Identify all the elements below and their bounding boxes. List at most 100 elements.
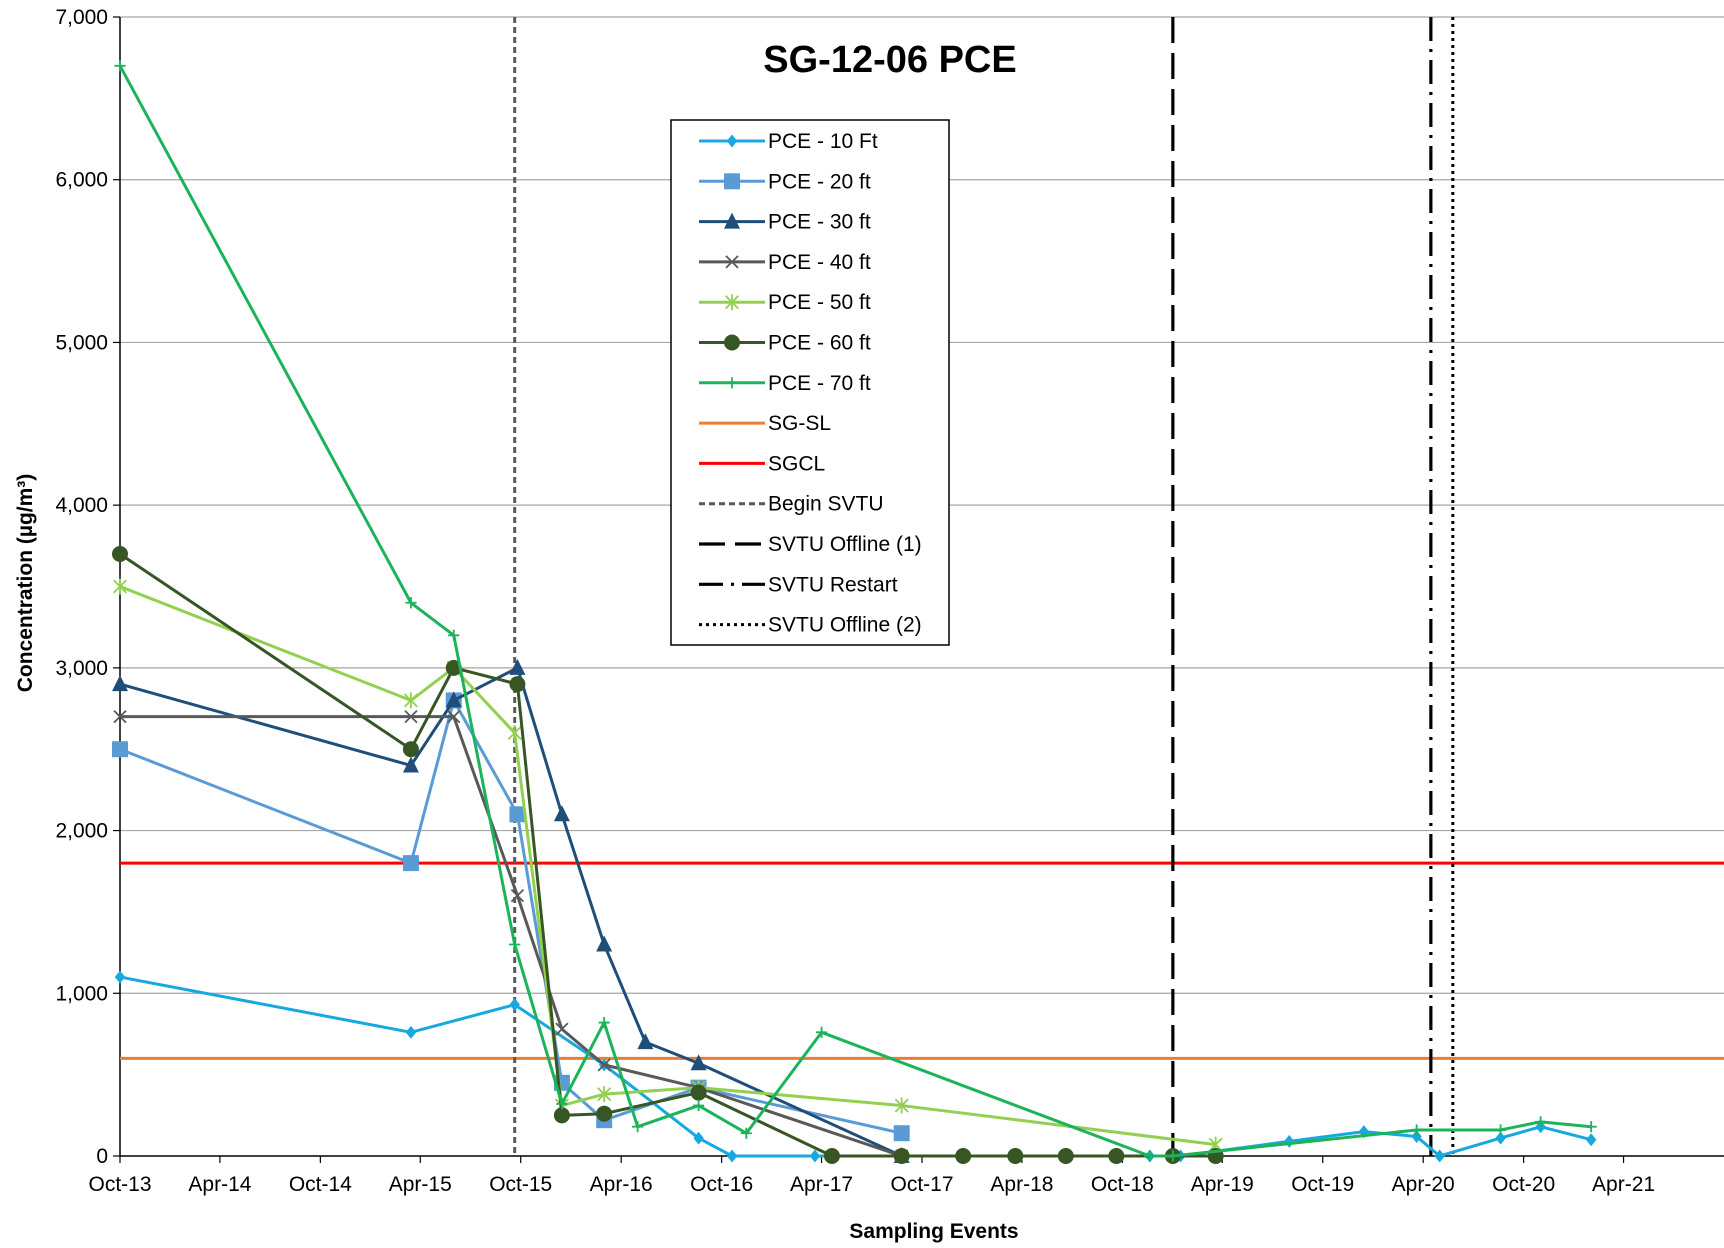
series-line-pce-40-ft (120, 715, 903, 1158)
axes: 0 1,000 2,000 3,000 4,000 5,000 6,000 7,000 Oct-… (55, 6, 1724, 1196)
x-tick-label: Apr-16 (590, 1173, 653, 1196)
y-tick-label: 4,000 (55, 494, 108, 517)
legend-item-pce-60-ft: PCE - 60 ft (699, 332, 871, 355)
data-point-pce-30-ft (445, 691, 462, 708)
data-point-pce-10-ft (1411, 1129, 1422, 1143)
x-tick-label: Apr-21 (1592, 1173, 1655, 1196)
legend-label-pce-30-ft: PCE - 30 ft (768, 211, 871, 234)
data-point-pce-60-ft (893, 1148, 910, 1164)
legend-label-begin-svtu: Begin SVTU (768, 493, 884, 516)
data-point-pce-70-ft (1494, 1124, 1507, 1136)
y-tick-label: 0 (96, 1145, 108, 1168)
legend-label-svtu-restart: SVTU Restart (768, 573, 898, 596)
data-point-pce-10-ft (1434, 1149, 1445, 1163)
data-point-pce-60-ft (402, 741, 419, 758)
data-point-pce-60-ft (955, 1148, 972, 1164)
series-pce-50-ft (112, 578, 1223, 1153)
legend-marker-pce-30-ft (724, 212, 740, 229)
legend-label-pce-70-ft: PCE - 70 ft (768, 372, 871, 395)
x-tick-label: Oct-19 (1291, 1173, 1354, 1196)
legend-item-svtu-restart: SVTU Restart (699, 573, 898, 596)
x-tick-label: Apr-17 (790, 1173, 853, 1196)
data-point-pce-10-ft (1585, 1133, 1597, 1147)
series-pce-30-ft (112, 658, 910, 1163)
data-point-pce-40-ft (555, 1022, 569, 1036)
data-point-pce-70-ft (405, 597, 417, 609)
series-pce-60-ft (112, 545, 1224, 1164)
data-point-pce-70-ft (1410, 1124, 1423, 1136)
data-point-pce-20-ft (402, 855, 419, 872)
series-line-pce-60-ft (119, 552, 1216, 1158)
data-point-pce-60-ft (1007, 1148, 1024, 1164)
x-tick-label: Apr-14 (188, 1173, 251, 1196)
data-point-pce-30-ft (690, 1054, 707, 1071)
legend-item-pce-10-ft: PCE - 10 Ft (699, 130, 878, 153)
data-point-pce-70-ft (556, 1098, 568, 1110)
data-point-pce-30-ft (402, 756, 419, 773)
y-axis-title: Concentration (µg/m³) (14, 474, 37, 693)
legend-marker-pce-20-ft (724, 173, 740, 190)
legend-marker-pce-60-ft (724, 334, 740, 351)
legend-item-pce-40-ft: PCE - 40 ft (699, 251, 871, 274)
legend-item-sg-sl: SG-SL (699, 412, 831, 435)
legend-label-svtu-offline-2: SVTU Offline (2) (768, 614, 922, 637)
data-point-pce-70-ft (114, 60, 126, 72)
x-tick-label: Apr-19 (1191, 1173, 1254, 1196)
x-tick-label: Oct-14 (289, 1173, 352, 1196)
data-point-pce-60-ft (553, 1107, 570, 1124)
data-point-pce-60-ft (445, 659, 462, 676)
y-tick-label: 1,000 (55, 982, 108, 1005)
data-point-pce-30-ft (112, 675, 128, 692)
legend-label-pce-60-ft: PCE - 60 ft (768, 332, 871, 355)
data-point-pce-10-ft (114, 970, 126, 984)
data-point-pce-40-ft (510, 889, 525, 903)
series-line-pce-20-ft (119, 698, 903, 1135)
data-point-pce-60-ft (823, 1148, 840, 1164)
data-point-pce-60-ft (690, 1084, 707, 1101)
data-point-pce-70-ft (1144, 1150, 1156, 1162)
legend-label-svtu-offline-1: SVTU Offline (1) (768, 533, 922, 556)
series-pce-70-ft (114, 60, 1597, 1162)
legend-marker-pce-10-ft (726, 134, 738, 148)
data-series (112, 60, 1597, 1164)
x-tick-label: Oct-18 (1091, 1173, 1154, 1196)
data-point-pce-10-ft (809, 1149, 821, 1163)
x-tick-label: Oct-17 (890, 1173, 953, 1196)
data-point-pce-60-ft (509, 676, 526, 693)
data-point-pce-50-ft (894, 1097, 909, 1114)
data-point-pce-70-ft (448, 629, 460, 641)
data-point-pce-30-ft (553, 805, 570, 822)
legend-label-pce-10-ft: PCE - 10 Ft (768, 130, 878, 153)
series-line-pce-50-ft (119, 585, 1216, 1147)
data-point-pce-50-ft (403, 692, 418, 709)
legend-label-sg-sl: SG-SL (768, 412, 831, 435)
legend-item-pce-20-ft: PCE - 20 ft (699, 170, 871, 193)
data-point-pce-70-ft (598, 1016, 610, 1029)
x-tick-label: Apr-20 (1392, 1173, 1455, 1196)
data-point-pce-10-ft (693, 1131, 704, 1145)
data-point-pce-70-ft (1535, 1116, 1547, 1128)
data-point-pce-20-ft (893, 1125, 910, 1142)
data-point-pce-30-ft (596, 935, 613, 952)
data-point-pce-50-ft (112, 578, 128, 595)
y-tick-label: 2,000 (55, 820, 108, 843)
series-line-pce-10-ft (119, 975, 1592, 1158)
y-tick-label: 7,000 (55, 6, 108, 29)
data-point-pce-30-ft (509, 658, 526, 675)
data-point-pce-10-ft (509, 998, 520, 1012)
legend-item-begin-svtu: Begin SVTU (699, 493, 884, 516)
legend-item-sgcl: SGCL (699, 452, 825, 475)
data-point-pce-20-ft (509, 806, 526, 823)
x-axis-title: Sampling Events (849, 1220, 1018, 1243)
series-line-pce-70-ft (118, 65, 1592, 1158)
y-tick-label: 5,000 (55, 331, 108, 354)
data-point-pce-30-ft (637, 1033, 654, 1050)
legend-item-pce-70-ft: PCE - 70 ft (699, 372, 871, 395)
legend-item-svtu-offline-2: SVTU Offline (2) (699, 614, 922, 637)
data-point-pce-70-ft (632, 1121, 644, 1133)
data-point-pce-60-ft (1057, 1148, 1074, 1164)
x-tick-label: Apr-18 (990, 1173, 1053, 1196)
data-point-pce-10-ft (1495, 1131, 1506, 1145)
